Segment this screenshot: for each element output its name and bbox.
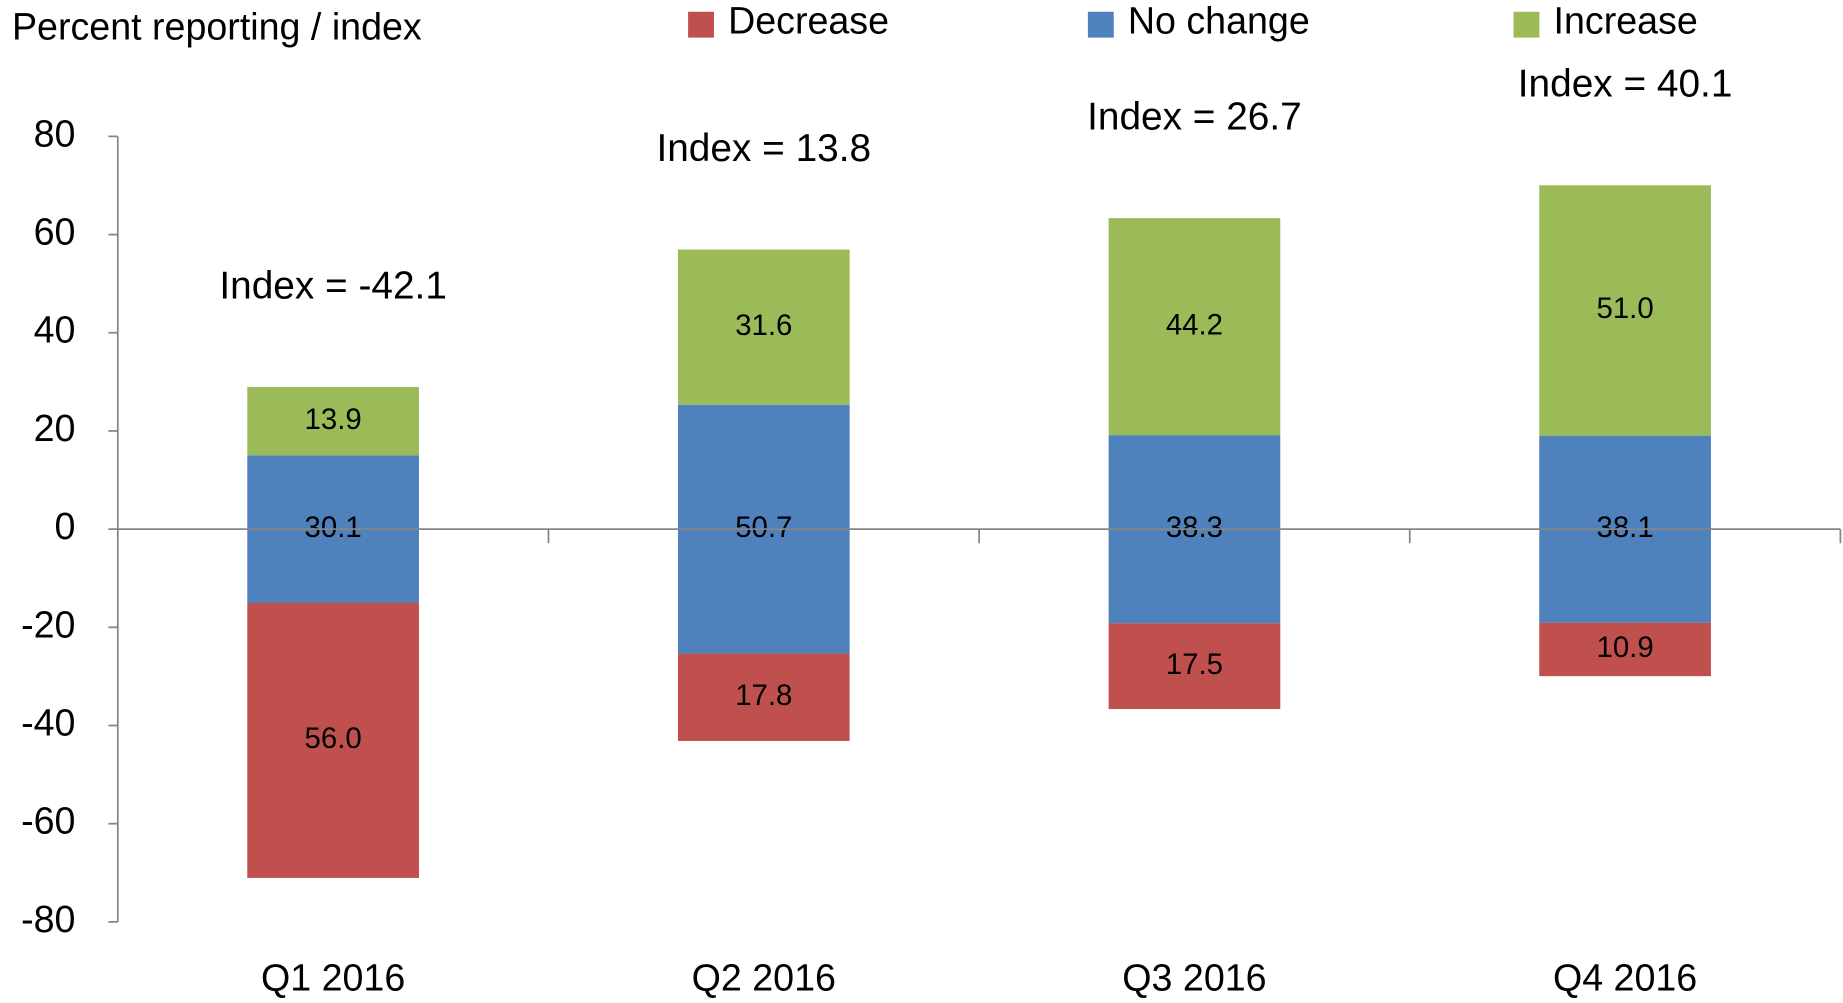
x-tick-label: Q4 2016	[1553, 957, 1697, 999]
legend-label: Increase	[1554, 0, 1698, 41]
data-label: 10.9	[1597, 631, 1654, 664]
x-tick-label: Q2 2016	[692, 957, 836, 999]
bar-segment	[1539, 622, 1711, 677]
bar-segment	[247, 603, 419, 878]
data-label: 31.6	[735, 309, 792, 342]
y-tick-label: 60	[34, 211, 76, 253]
legend-label: No change	[1128, 0, 1310, 41]
data-label: 30.1	[305, 511, 362, 544]
y-tick-label: -20	[21, 603, 75, 645]
y-tick-label: 20	[34, 407, 76, 449]
data-label: 17.5	[1166, 648, 1223, 681]
y-tick-label: -40	[21, 701, 75, 743]
data-label: 13.9	[305, 403, 362, 436]
bar-segment	[1108, 623, 1281, 710]
y-tick-label: 80	[34, 112, 76, 154]
data-label: 51.0	[1597, 292, 1654, 325]
bar-segment	[1539, 185, 1711, 436]
legend-label: Decrease	[728, 0, 889, 41]
y-tick-label: -80	[21, 898, 75, 940]
x-tick-label: Q1 2016	[261, 957, 405, 999]
data-label: 50.7	[735, 511, 792, 544]
legend-swatch	[688, 11, 714, 38]
y-tick-label: -60	[21, 800, 75, 842]
bar-segment	[1108, 218, 1281, 436]
y-tick-label: 40	[34, 309, 76, 351]
annotation: Index = 26.7	[1087, 96, 1302, 139]
data-label: 56.0	[305, 722, 362, 755]
legend-swatch	[1087, 11, 1114, 38]
annotation: Index = 40.1	[1518, 63, 1733, 106]
bar-segment	[677, 653, 850, 741]
data-label: 38.3	[1166, 511, 1223, 544]
x-tick-label: Q3 2016	[1122, 957, 1266, 999]
bar-segment	[247, 387, 419, 456]
y-axis-title: Percent reporting / index	[12, 5, 422, 47]
y-tick-label: 0	[55, 505, 76, 547]
bar-segment	[677, 249, 850, 405]
legend-swatch	[1513, 11, 1540, 38]
annotation: Index = -42.1	[219, 264, 447, 307]
data-label: 17.8	[735, 679, 792, 712]
data-label: 44.2	[1166, 308, 1223, 341]
annotation: Index = 13.8	[656, 127, 871, 170]
data-label: 38.1	[1597, 511, 1654, 544]
